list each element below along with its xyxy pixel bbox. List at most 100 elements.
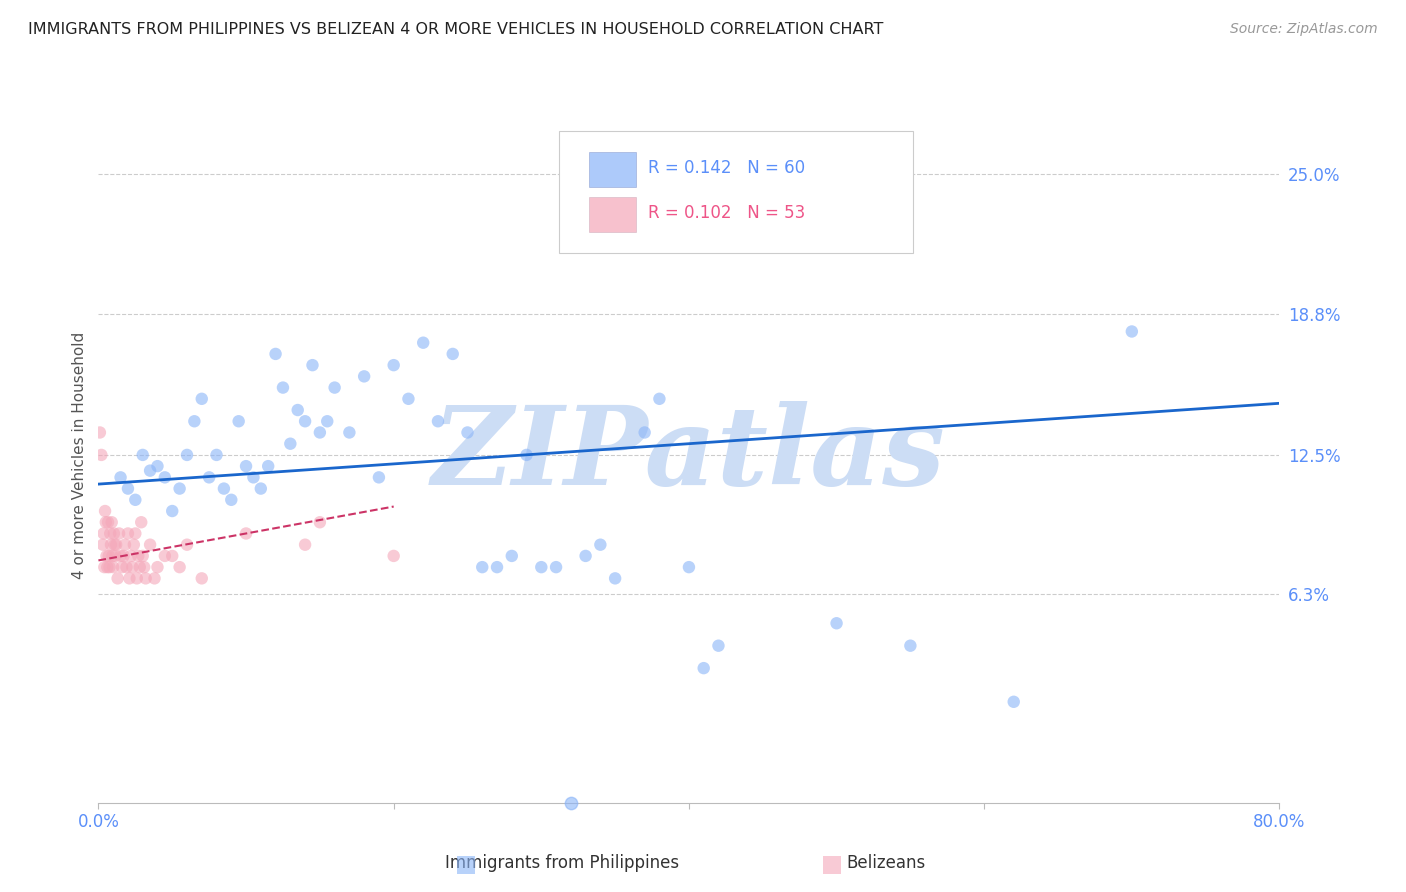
Point xyxy=(264,347,287,361)
Point xyxy=(900,639,922,653)
Point xyxy=(100,515,122,529)
Point xyxy=(368,470,391,484)
Point xyxy=(1002,695,1025,709)
Point xyxy=(235,459,257,474)
Point xyxy=(103,560,125,574)
Point xyxy=(1121,325,1143,339)
Point xyxy=(125,571,148,585)
Point xyxy=(93,526,115,541)
Point xyxy=(456,425,478,440)
Point xyxy=(129,515,152,529)
Point xyxy=(825,616,848,631)
Point xyxy=(412,335,434,350)
Point xyxy=(471,560,494,574)
Point xyxy=(183,414,205,428)
Point xyxy=(574,549,596,563)
Point xyxy=(648,392,671,406)
Point xyxy=(176,538,198,552)
Point xyxy=(122,538,145,552)
Point xyxy=(111,560,134,574)
Point xyxy=(205,448,228,462)
Point xyxy=(98,526,121,541)
Point xyxy=(117,482,139,496)
Point xyxy=(97,549,120,563)
Point xyxy=(118,571,141,585)
Point xyxy=(198,470,221,484)
Point xyxy=(486,560,509,574)
Point xyxy=(516,448,538,462)
Point xyxy=(101,549,124,563)
Point xyxy=(124,526,146,541)
Point xyxy=(103,526,125,541)
Point xyxy=(191,392,214,406)
Point xyxy=(100,538,122,552)
Text: Source: ZipAtlas.com: Source: ZipAtlas.com xyxy=(1230,22,1378,37)
Point xyxy=(93,729,115,743)
Point xyxy=(501,549,523,563)
Point xyxy=(169,560,191,574)
Point xyxy=(257,459,280,474)
Point xyxy=(135,571,157,585)
Point xyxy=(294,538,316,552)
Point xyxy=(382,358,405,372)
Point xyxy=(153,549,176,563)
Point xyxy=(114,538,136,552)
Point xyxy=(278,436,302,450)
Point xyxy=(93,560,115,574)
Text: R = 0.142   N = 60: R = 0.142 N = 60 xyxy=(648,160,804,178)
Point xyxy=(98,560,121,574)
Point xyxy=(605,571,627,585)
Point xyxy=(693,661,716,675)
Point xyxy=(309,425,332,440)
Point xyxy=(146,560,169,574)
Point xyxy=(110,470,132,484)
Point xyxy=(678,560,700,574)
Point xyxy=(169,482,191,496)
FancyBboxPatch shape xyxy=(560,131,914,253)
Point xyxy=(104,549,127,563)
Point xyxy=(294,414,316,428)
Point xyxy=(132,549,155,563)
Point xyxy=(546,560,568,574)
Point xyxy=(353,369,375,384)
Point xyxy=(427,414,450,428)
Point xyxy=(191,571,214,585)
Point xyxy=(323,381,346,395)
FancyBboxPatch shape xyxy=(589,153,636,187)
Point xyxy=(90,448,112,462)
Point xyxy=(146,459,169,474)
Point xyxy=(112,549,135,563)
Point xyxy=(235,526,257,541)
Point xyxy=(94,504,117,518)
Point xyxy=(143,571,166,585)
Point xyxy=(271,381,294,395)
Point xyxy=(301,358,323,372)
Y-axis label: 4 or more Vehicles in Household: 4 or more Vehicles in Household xyxy=(72,331,87,579)
Point xyxy=(89,425,111,440)
Point xyxy=(121,560,143,574)
Point xyxy=(139,538,162,552)
Point xyxy=(228,414,250,428)
Text: Belizeans: Belizeans xyxy=(846,855,925,872)
Point xyxy=(120,549,142,563)
Point xyxy=(162,504,183,518)
Point xyxy=(589,538,612,552)
Point xyxy=(124,492,146,507)
Text: R = 0.102   N = 53: R = 0.102 N = 53 xyxy=(648,204,804,222)
Point xyxy=(139,464,162,478)
Point xyxy=(96,560,118,574)
Point xyxy=(287,403,309,417)
Text: IMMIGRANTS FROM PHILIPPINES VS BELIZEAN 4 OR MORE VEHICLES IN HOUSEHOLD CORRELAT: IMMIGRANTS FROM PHILIPPINES VS BELIZEAN … xyxy=(28,22,883,37)
Point xyxy=(94,515,117,529)
Point xyxy=(117,526,139,541)
Point xyxy=(707,639,730,653)
Point xyxy=(212,482,235,496)
Point xyxy=(441,347,464,361)
Point xyxy=(382,549,405,563)
Point xyxy=(132,448,155,462)
Point xyxy=(162,549,183,563)
Point xyxy=(242,470,264,484)
Point xyxy=(105,538,128,552)
Point xyxy=(91,538,114,552)
Text: Immigrants from Philippines: Immigrants from Philippines xyxy=(446,855,679,872)
